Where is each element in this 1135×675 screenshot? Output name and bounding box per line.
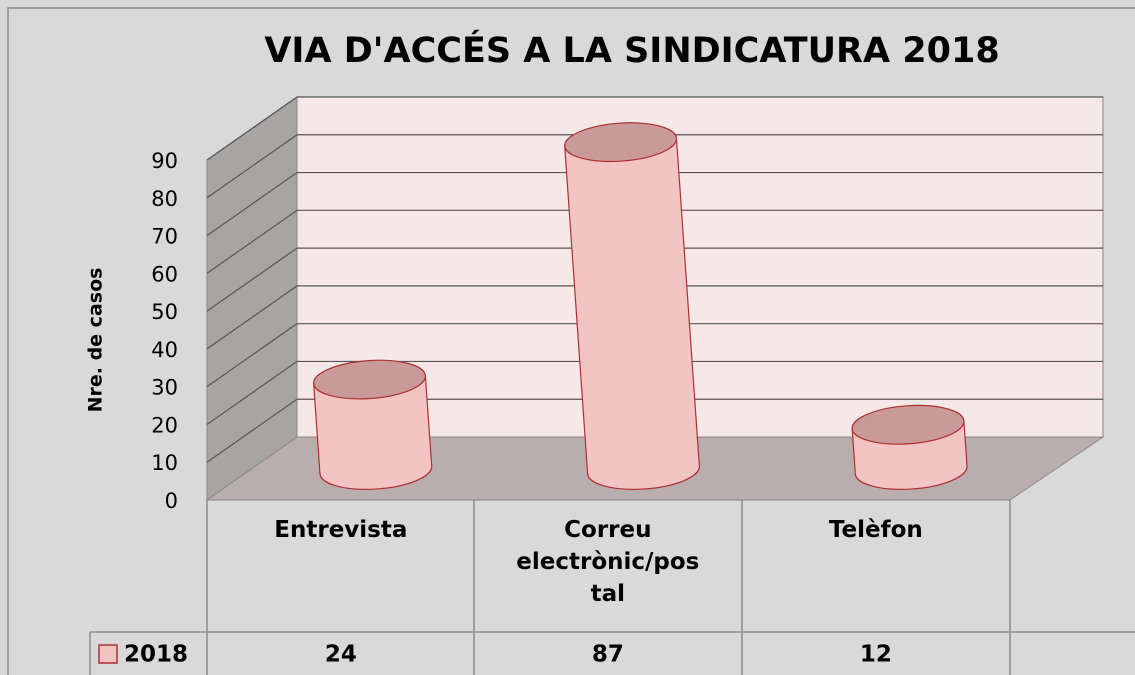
cylinder	[851, 404, 968, 490]
chart-title: VIA D'ACCÉS A LA SINDICATURA 2018	[264, 29, 999, 71]
cylinder	[313, 359, 433, 490]
y-tick-label: 80	[151, 187, 178, 211]
grid-line	[206, 247, 298, 312]
legend-label: 2018	[124, 642, 188, 668]
grid-line	[206, 134, 298, 199]
grid-line	[206, 360, 298, 425]
category-cell: Entrevista	[274, 517, 408, 543]
grid-line	[206, 323, 298, 388]
table-value: 87	[592, 642, 624, 668]
category-cell: Telèfon	[828, 517, 923, 543]
grid-line	[206, 285, 298, 350]
y-axis-label: Nre. de casos	[85, 268, 107, 413]
y-tick-label: 70	[151, 225, 178, 249]
table-value: 24	[325, 642, 357, 668]
y-tick-label: 50	[151, 300, 178, 324]
y-tick-label: 60	[151, 262, 178, 286]
cylinder-top	[851, 404, 965, 445]
y-tick-label: 90	[151, 149, 178, 173]
y-tick-label: 30	[151, 376, 178, 400]
category-cell: Correu electrònic/postal	[516, 517, 700, 607]
y-tick-label: 40	[151, 338, 178, 362]
grid-line	[206, 172, 298, 237]
cylinder-top	[564, 122, 678, 163]
y-tick-label: 10	[151, 451, 178, 475]
grid-line	[206, 398, 298, 463]
y-tick-label: 0	[165, 489, 178, 513]
cylinder-body	[564, 137, 700, 490]
grid-line	[206, 96, 298, 161]
x-tick-label: Entrevista	[274, 517, 408, 543]
grid-line	[206, 209, 298, 274]
cylinder-top	[313, 359, 426, 400]
table-value: 12	[860, 642, 892, 668]
cylinder	[564, 122, 700, 490]
side-wall	[206, 96, 298, 501]
x-tick-label: Correu electrònic/postal	[516, 517, 700, 607]
y-tick-label: 20	[151, 413, 178, 437]
cylinder-body	[313, 375, 433, 490]
legend-swatch	[98, 644, 118, 664]
x-tick-label: Telèfon	[828, 517, 923, 543]
